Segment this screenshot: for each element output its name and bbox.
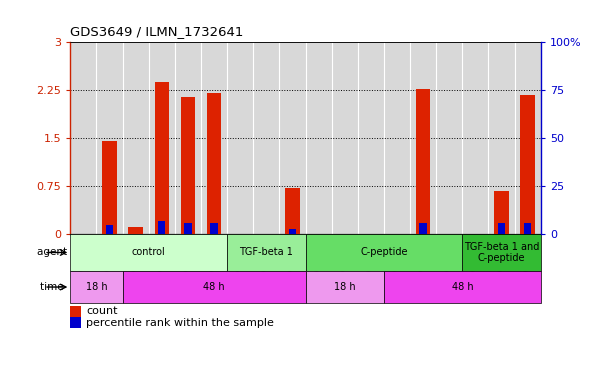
Bar (289, 229, 296, 234)
Bar (285, 188, 299, 234)
Bar (332, 42, 358, 234)
Bar (498, 223, 505, 234)
Bar (306, 234, 463, 271)
Bar (123, 271, 306, 303)
Text: TGF-beta 1: TGF-beta 1 (240, 247, 293, 258)
Bar (306, 42, 332, 234)
Bar (420, 223, 426, 234)
Bar (148, 42, 175, 234)
Bar (279, 42, 306, 234)
Text: C-peptide: C-peptide (360, 247, 408, 258)
Text: agent: agent (37, 247, 70, 258)
Bar (358, 42, 384, 234)
Bar (521, 95, 535, 234)
Bar (123, 42, 148, 234)
Bar (410, 42, 436, 234)
Bar (210, 223, 218, 234)
Text: percentile rank within the sample: percentile rank within the sample (86, 318, 274, 328)
Text: 48 h: 48 h (203, 282, 225, 292)
Bar (70, 42, 97, 234)
Bar (524, 223, 532, 234)
Bar (181, 97, 195, 234)
Bar (158, 222, 166, 234)
Text: control: control (132, 247, 166, 258)
Bar (97, 42, 123, 234)
Bar (227, 42, 253, 234)
Text: 48 h: 48 h (452, 282, 473, 292)
Bar (201, 42, 227, 234)
Text: count: count (86, 306, 118, 316)
Text: GDS3649 / ILMN_1732641: GDS3649 / ILMN_1732641 (70, 25, 244, 38)
Text: time: time (40, 282, 70, 292)
Bar (155, 82, 169, 234)
Bar (70, 271, 123, 303)
Bar (463, 234, 541, 271)
Bar (253, 42, 279, 234)
Bar (128, 227, 143, 234)
Bar (306, 271, 384, 303)
Bar (207, 93, 221, 234)
Bar (436, 42, 463, 234)
Bar (175, 42, 201, 234)
Text: TGF-beta 1 and
C-peptide: TGF-beta 1 and C-peptide (464, 242, 540, 263)
Bar (185, 223, 191, 234)
Bar (102, 141, 117, 234)
Text: 18 h: 18 h (334, 282, 356, 292)
Bar (106, 225, 113, 234)
Bar (227, 234, 306, 271)
Bar (70, 234, 227, 271)
Text: 18 h: 18 h (86, 282, 107, 292)
Bar (463, 42, 488, 234)
Bar (416, 89, 430, 234)
Bar (514, 42, 541, 234)
Bar (488, 42, 514, 234)
Bar (494, 191, 509, 234)
Bar (384, 271, 541, 303)
Bar (384, 42, 410, 234)
